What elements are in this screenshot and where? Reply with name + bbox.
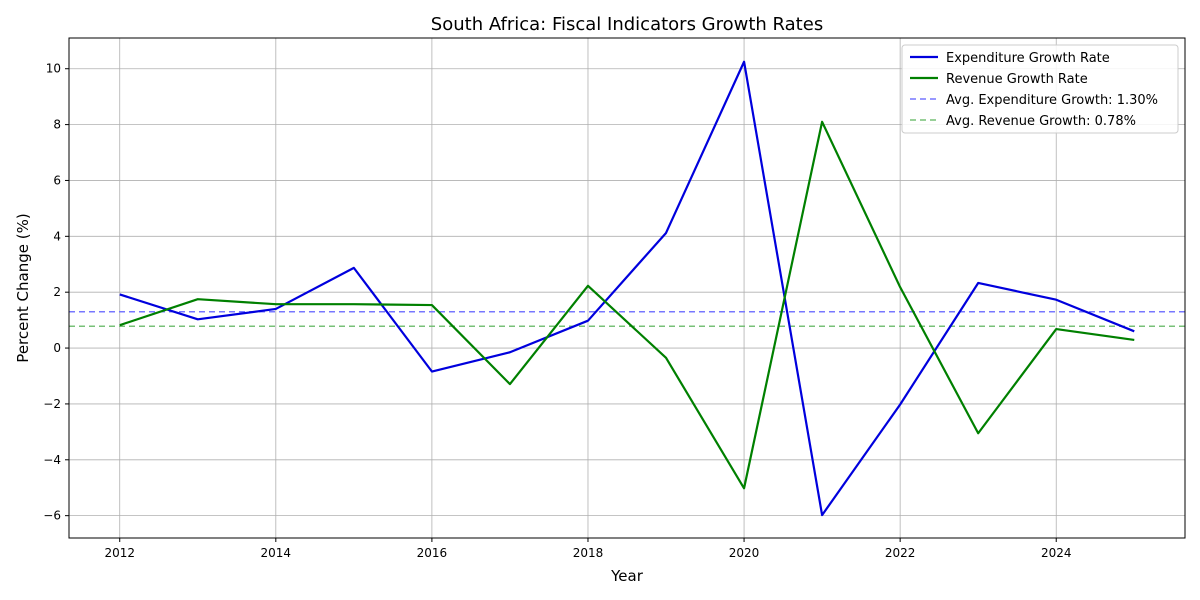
series-line-1	[119, 120, 1135, 490]
y-tick-label: 4	[53, 229, 61, 243]
legend-box	[901, 44, 1179, 134]
x-tick-label: 2014	[261, 546, 292, 560]
y-tick-label: 6	[53, 173, 61, 187]
series-lines	[119, 60, 1135, 517]
legend-label: Avg. Revenue Growth: 0.78%	[946, 114, 1136, 129]
y-tick-label: −2	[43, 397, 61, 411]
legend-label: Revenue Growth Rate	[946, 72, 1088, 87]
plot-frame	[68, 37, 1186, 539]
legend: Expenditure Growth Rate Revenue Growth Ra…	[901, 44, 1179, 134]
x-tick-label: 2018	[573, 546, 604, 560]
y-tick-label: 8	[53, 118, 61, 132]
x-tick-label: 2024	[1041, 546, 1072, 560]
y-axis-label: Percent Change (%)	[14, 213, 32, 362]
y-axis-ticks: −6 −4 −2 0 2 4 6 8 10	[43, 62, 69, 523]
y-tick-label: −4	[43, 453, 61, 467]
chart-title: South Africa: Fiscal Indicators Growth R…	[431, 14, 823, 35]
x-axis-label: Year	[610, 567, 644, 585]
y-tick-label: −6	[43, 509, 61, 523]
x-tick-label: 2012	[104, 546, 135, 560]
legend-label: Expenditure Growth Rate	[946, 51, 1110, 66]
x-axis-ticks: 2012 2014 2016 2018 2020 2022 2024	[104, 538, 1072, 560]
x-tick-label: 2022	[885, 546, 916, 560]
x-tick-label: 2020	[729, 546, 760, 560]
y-tick-label: 10	[46, 62, 61, 76]
y-tick-label: 2	[53, 285, 61, 299]
x-tick-label: 2016	[417, 546, 448, 560]
legend-label: Avg. Expenditure Growth: 1.30%	[946, 93, 1158, 108]
y-tick-label: 0	[53, 341, 61, 355]
series-line-0	[119, 60, 1135, 517]
